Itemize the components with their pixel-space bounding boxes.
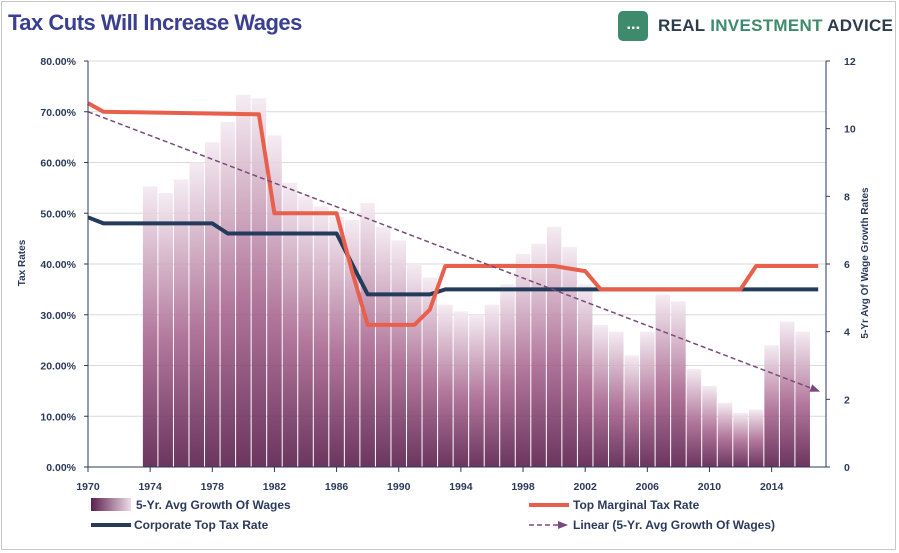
- wage-growth-bar: [686, 368, 702, 467]
- wage-growth-bar: [717, 402, 733, 467]
- legend-swatch-wage-bars: [91, 498, 131, 511]
- wage-growth-bar: [375, 226, 391, 467]
- wage-growth-bar: [360, 203, 375, 467]
- legend-label-corporate: Corporate Top Tax Rate: [134, 518, 269, 532]
- legend-label-linear: Linear (5-Yr. Avg Growth Of Wages): [573, 518, 775, 532]
- left-axis-label: Tax Rates: [17, 239, 28, 286]
- wage-growth-bar: [531, 243, 546, 467]
- x-tick-label: 1990: [387, 481, 411, 493]
- right-tick-label: 0: [844, 462, 850, 474]
- wage-growth-bar: [593, 324, 608, 467]
- wage-growth-bar: [220, 121, 236, 468]
- x-tick-label: 1998: [511, 481, 535, 493]
- x-tick-label: 1982: [263, 481, 287, 493]
- wage-growth-bar: [515, 253, 531, 467]
- wage-growth-bar: [655, 294, 671, 467]
- right-tick-label: 12: [844, 56, 856, 68]
- x-tick-label: 1986: [325, 481, 349, 493]
- right-tick-label: 8: [844, 191, 850, 203]
- wage-growth-bar: [562, 247, 577, 467]
- wage-growth-bar: [453, 311, 469, 467]
- wage-growth-bar: [236, 94, 251, 467]
- wage-growth-bar: [779, 321, 795, 467]
- brand-word-investment: INVESTMENT: [710, 16, 823, 35]
- x-tick-label: 1974: [138, 481, 162, 493]
- left-tick-label: 60.00%: [40, 158, 76, 170]
- right-tick-label: 6: [844, 259, 850, 271]
- right-tick-label: 2: [844, 394, 850, 406]
- right-tick-label: 4: [844, 327, 850, 339]
- right-tick-label: 10: [844, 124, 856, 136]
- legend: 5-Yr. Avg Growth Of Wages Top Marginal T…: [91, 498, 775, 532]
- wage-growth-bar: [469, 314, 484, 467]
- wage-growth-bar: [407, 264, 422, 467]
- wage-growth-bar: [173, 179, 189, 467]
- x-tick-label: 2010: [698, 481, 722, 493]
- brand-name: REAL INVESTMENT ADVICE: [658, 16, 893, 36]
- wage-growth-bar: [671, 301, 686, 467]
- linear-trendline: [87, 111, 821, 392]
- x-tick-label: 1978: [201, 481, 225, 493]
- x-tick-label: 1970: [76, 481, 100, 493]
- wage-growth-bar: [438, 304, 453, 467]
- x-tick-label: 2014: [760, 481, 784, 493]
- wage-growth-bar: [158, 192, 173, 467]
- wage-growth-bar: [764, 345, 779, 467]
- wage-growth-bar: [748, 409, 764, 467]
- wage-growth-bar: [391, 240, 407, 467]
- wage-growth-bar: [484, 304, 500, 467]
- wage-growth-bar: [500, 284, 515, 467]
- wage-growth-bar: [702, 385, 717, 467]
- wage-growth-bar: [251, 98, 267, 467]
- wage-growth-bar: [577, 284, 593, 467]
- wage-growth-bar: [282, 182, 298, 468]
- chart-logo-icon: ▪▪▪: [618, 11, 648, 41]
- left-tick-label: 40.00%: [40, 259, 76, 271]
- wage-growth-bar: [546, 226, 562, 467]
- left-tick-label: 30.00%: [40, 310, 76, 322]
- wage-growth-bar: [313, 206, 329, 467]
- wage-growth-bar: [267, 135, 282, 467]
- wage-growth-bar: [298, 196, 313, 468]
- right-axis-label: 5-Yr Avg Of Wage Growth Rates: [860, 187, 871, 339]
- wage-growth-bar: [329, 216, 344, 467]
- brand-word-advice: ADVICE: [822, 16, 894, 35]
- legend-label-marginal: Top Marginal Tax Rate: [573, 498, 700, 512]
- wage-growth-bar: [733, 412, 748, 467]
- x-tick-label: 1994: [449, 481, 473, 493]
- left-tick-label: 80.00%: [40, 56, 76, 68]
- left-tick-label: 50.00%: [40, 208, 76, 220]
- wage-growth-bar: [205, 142, 220, 467]
- left-tick-label: 70.00%: [40, 107, 76, 119]
- tax-rate-lines: [87, 101, 821, 392]
- left-tick-label: 10.00%: [40, 411, 76, 423]
- x-tick-label: 2006: [636, 481, 660, 493]
- wage-growth-bar: [795, 331, 810, 467]
- left-tick-label: 20.00%: [40, 361, 76, 373]
- left-tick-label: 0.00%: [46, 462, 76, 474]
- chart-title: Tax Cuts Will Increase Wages: [8, 10, 302, 35]
- wage-growth-bar: [142, 186, 158, 467]
- wage-growth-bar: [422, 277, 438, 467]
- wage-growth-bar: [608, 331, 624, 467]
- brand-logo-block: ▪▪▪ REAL INVESTMENT ADVICE: [618, 10, 893, 42]
- wage-growth-bar: [640, 331, 655, 467]
- wage-growth-bar: [189, 162, 205, 467]
- legend-label-wage-bars: 5-Yr. Avg Growth Of Wages: [136, 498, 291, 512]
- wage-growth-bar: [624, 355, 640, 467]
- x-tick-label: 2002: [573, 481, 597, 493]
- wage-growth-bars: [142, 94, 810, 468]
- brand-word-real: REAL: [658, 16, 711, 35]
- axes: 0.00% 10.00% 20.00% 30.00% 40.00% 50.00% 60.00…: [40, 56, 855, 493]
